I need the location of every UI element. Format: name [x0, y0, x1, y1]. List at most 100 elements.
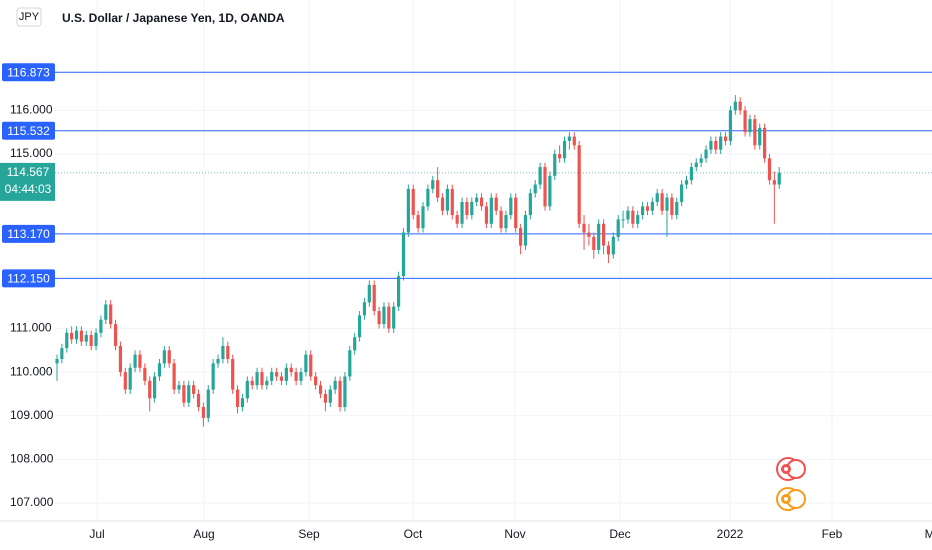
candle-body [318, 385, 323, 394]
x-tick-label: Mar [925, 527, 932, 541]
levels [55, 71, 932, 279]
candle-body [255, 372, 259, 386]
candle-body [465, 201, 469, 216]
candle-body [411, 188, 415, 216]
candle-body [406, 188, 410, 233]
level-tag [2, 224, 55, 243]
candle-body [79, 330, 83, 342]
candle-body [723, 136, 728, 141]
candle-body [733, 101, 737, 111]
candle-body [763, 127, 767, 159]
candle-body [216, 359, 220, 364]
candle-body [772, 180, 776, 185]
level-label: 113.170 [7, 227, 50, 241]
candle-body [631, 210, 635, 224]
candle-body [592, 236, 596, 250]
candle-body [84, 335, 88, 342]
candle-body [99, 319, 103, 333]
level-tag [2, 269, 55, 288]
candle-body [167, 350, 171, 364]
candle-body [157, 363, 162, 377]
candle-body [182, 385, 186, 403]
candle-body [597, 223, 601, 250]
candle-body [611, 236, 615, 255]
candle-body [65, 332, 69, 349]
candle-body [55, 359, 59, 364]
y-tick-label: 111.000 [10, 321, 52, 335]
candle-body [504, 215, 508, 229]
candle-body [699, 158, 703, 163]
candle-body [177, 385, 181, 390]
candle-body [719, 136, 723, 150]
candle-body [109, 304, 113, 325]
candle-body [265, 380, 269, 386]
candle-body [460, 201, 464, 224]
candle-body [133, 354, 137, 368]
candle-body [138, 354, 142, 368]
y-tick-label: 107.000 [10, 495, 54, 509]
x-tick-label: 2022 [717, 527, 744, 541]
candle-body [284, 367, 288, 381]
x-tick-label: Oct [404, 527, 423, 541]
candle-body [279, 376, 284, 381]
candle-body [694, 162, 698, 168]
candle-body [641, 206, 645, 216]
candle-body [94, 332, 98, 346]
candle-body [777, 172, 781, 185]
candle-body [636, 215, 640, 224]
candle-body [621, 219, 625, 221]
candle-body [665, 197, 669, 211]
candle-body [392, 306, 396, 329]
candle-body [211, 363, 215, 390]
candle-body [714, 140, 718, 150]
x-tick-label: Jul [89, 527, 104, 541]
candle-body [572, 136, 576, 146]
candle-body [377, 311, 381, 325]
candle-body [148, 380, 152, 399]
candle-body [309, 354, 313, 377]
candle-body [343, 376, 347, 408]
candle-body [684, 180, 689, 185]
candle-body [250, 380, 254, 386]
candle-body [426, 188, 430, 207]
candle-body [553, 153, 557, 176]
x-tick-label: Nov [504, 527, 525, 541]
candle-body [270, 372, 274, 381]
candle-body [333, 380, 337, 390]
candle-body [401, 232, 406, 277]
candle-body [616, 219, 620, 237]
last-price-label: 114.567 [7, 165, 50, 179]
candle-body [275, 372, 279, 377]
level-label: 112.150 [7, 271, 50, 285]
candles [55, 95, 781, 427]
candle-body [367, 284, 371, 303]
candle-body [172, 363, 176, 390]
candle-body [260, 372, 264, 386]
candle-body [655, 193, 659, 202]
last-price-tag [0, 162, 55, 201]
candle-body [314, 376, 318, 386]
candle-body [201, 407, 205, 418]
symbol-badge[interactable] [16, 7, 42, 27]
candle-body [440, 197, 445, 211]
event-icons [776, 457, 806, 511]
candle-body [767, 158, 772, 181]
candle-body [187, 385, 191, 403]
candle-body [645, 206, 650, 211]
candle-body [514, 197, 518, 229]
candle-body [626, 210, 630, 220]
y-tick-label: 108.000 [10, 452, 54, 466]
candle-body [758, 127, 762, 146]
candle-body [74, 330, 79, 340]
candle-body [153, 376, 157, 399]
candle-body [582, 223, 586, 233]
candle-body [533, 184, 537, 194]
chart-title: U.S. Dollar / Japanese Yen, 1D, OANDA [62, 11, 285, 25]
level-label: 116.873 [7, 65, 50, 79]
candle-body [382, 306, 386, 325]
candle-body [299, 372, 303, 381]
candle-body [362, 302, 367, 316]
